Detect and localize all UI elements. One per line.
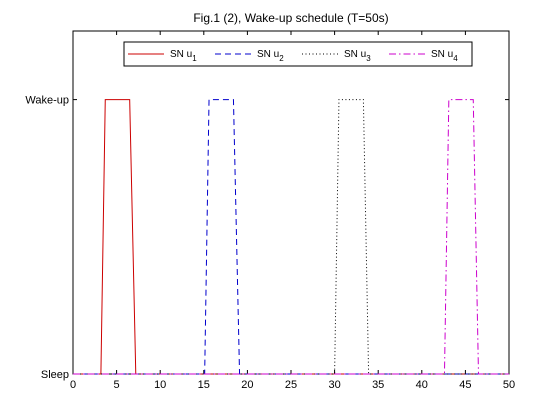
legend-label-u4: SN u4 xyxy=(431,49,458,63)
legend: SN u1 SN u2 SN u3 SN u4 xyxy=(123,41,473,67)
x-tick-label: 35 xyxy=(372,379,384,391)
tick-layer: 0 5 10 15 20 25 30 35 40 45 50 Sleep Wake-up xyxy=(25,31,515,391)
x-tick-label: 0 xyxy=(70,379,76,391)
x-tick-label: 25 xyxy=(285,379,297,391)
x-tick-label: 20 xyxy=(241,379,253,391)
x-tick-label: 10 xyxy=(154,379,166,391)
series-layer xyxy=(73,99,509,375)
legend-label-u1: SN u1 xyxy=(170,49,197,63)
y-tick-label: Wake-up xyxy=(25,95,69,107)
legend-label-u3: SN u3 xyxy=(344,49,371,63)
y-tick-label: Sleep xyxy=(41,369,69,381)
series-line-u4 xyxy=(73,99,509,375)
legend-label-u2: SN u2 xyxy=(257,49,284,63)
x-tick-label: 40 xyxy=(416,379,428,391)
x-tick-label: 5 xyxy=(114,379,120,391)
x-tick-label: 50 xyxy=(503,379,515,391)
x-tick-label: 30 xyxy=(328,379,340,391)
x-tick-label: 45 xyxy=(459,379,471,391)
plot-frame xyxy=(72,30,510,375)
x-tick-label: 15 xyxy=(198,379,210,391)
chart-title: Fig.1 (2), Wake-up schedule (T=50s) xyxy=(193,11,388,25)
